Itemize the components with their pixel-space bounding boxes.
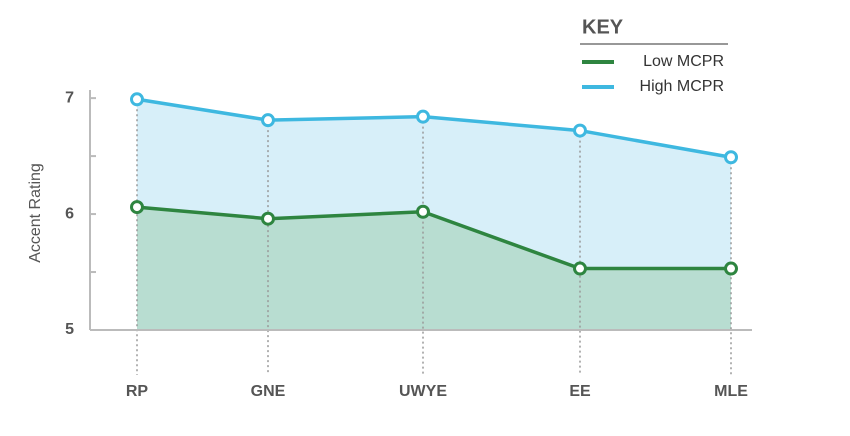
point <box>261 113 275 128</box>
x-tick-label: RP <box>126 383 149 400</box>
x-tick-label: GNE <box>251 383 286 400</box>
legend-title: KEY <box>582 16 624 38</box>
x-tick-label: UWYE <box>399 383 447 400</box>
area <box>137 207 731 330</box>
y-tick-label: 7 <box>65 89 74 106</box>
y-tick-label: 6 <box>65 205 74 222</box>
point <box>573 123 587 138</box>
y-axis-label: Accent Rating <box>27 163 44 263</box>
point <box>724 150 738 165</box>
point <box>573 261 587 276</box>
x-tick-label: EE <box>569 383 591 400</box>
legend-label: High MCPR <box>640 78 724 95</box>
point <box>416 204 430 219</box>
point <box>130 200 144 215</box>
legend-label: Low MCPR <box>643 53 724 70</box>
point <box>416 109 430 124</box>
x-tick-label: MLE <box>714 383 748 400</box>
point <box>724 261 738 276</box>
point <box>261 211 275 226</box>
point <box>130 92 144 107</box>
y-tick-label: 5 <box>65 321 74 338</box>
